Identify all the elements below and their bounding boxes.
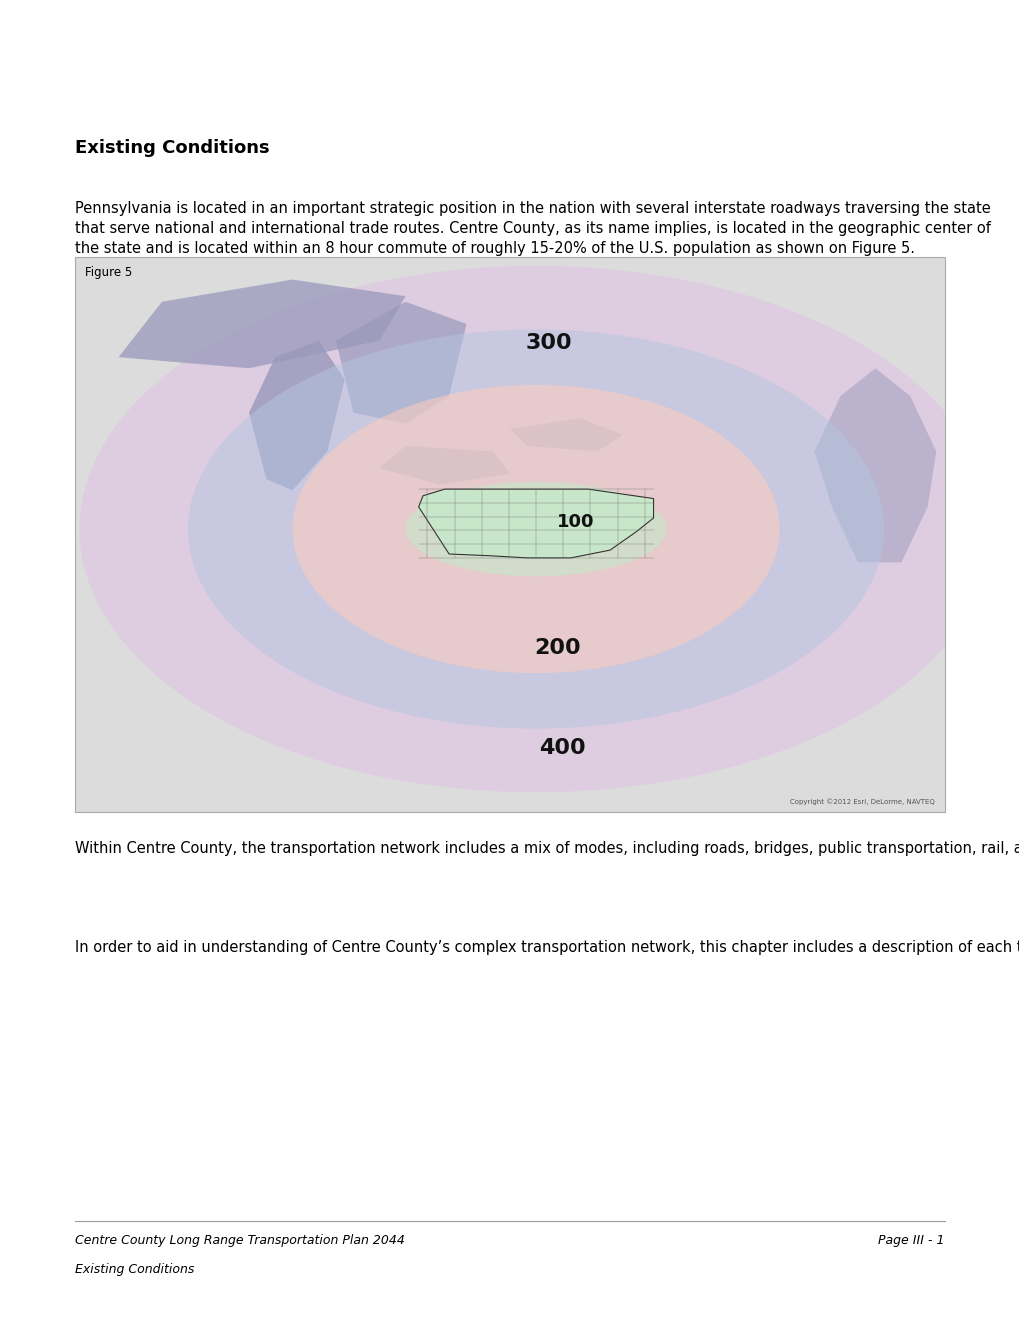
Text: 200: 200 bbox=[534, 639, 581, 659]
Polygon shape bbox=[510, 418, 623, 451]
Text: Centre County Long Range Transportation Plan 2044: Centre County Long Range Transportation … bbox=[75, 1234, 405, 1247]
Ellipse shape bbox=[292, 385, 779, 673]
Bar bbox=[75, 257, 944, 812]
Text: In order to aid in understanding of Centre County’s complex transportation netwo: In order to aid in understanding of Cent… bbox=[75, 940, 1019, 954]
Polygon shape bbox=[249, 341, 344, 490]
Text: Copyright ©2012 Esri, DeLorme, NAVTEQ: Copyright ©2012 Esri, DeLorme, NAVTEQ bbox=[789, 799, 933, 805]
Text: Figure 5: Figure 5 bbox=[86, 265, 132, 279]
Ellipse shape bbox=[406, 482, 666, 576]
Polygon shape bbox=[335, 302, 466, 424]
Text: Pennsylvania is located in an important strategic position in the nation with se: Pennsylvania is located in an important … bbox=[75, 201, 989, 256]
Polygon shape bbox=[418, 490, 653, 558]
Text: Existing Conditions: Existing Conditions bbox=[75, 139, 269, 157]
Polygon shape bbox=[814, 368, 935, 562]
Text: 100: 100 bbox=[556, 513, 593, 532]
Ellipse shape bbox=[187, 330, 883, 729]
Polygon shape bbox=[118, 280, 406, 368]
Text: Within Centre County, the transportation network includes a mix of modes, includ: Within Centre County, the transportation… bbox=[75, 841, 1019, 855]
Polygon shape bbox=[379, 446, 510, 484]
Text: 300: 300 bbox=[526, 334, 572, 354]
Text: Existing Conditions: Existing Conditions bbox=[75, 1263, 195, 1276]
Ellipse shape bbox=[79, 265, 991, 792]
Text: Page III - 1: Page III - 1 bbox=[877, 1234, 944, 1247]
Text: 400: 400 bbox=[538, 738, 585, 758]
